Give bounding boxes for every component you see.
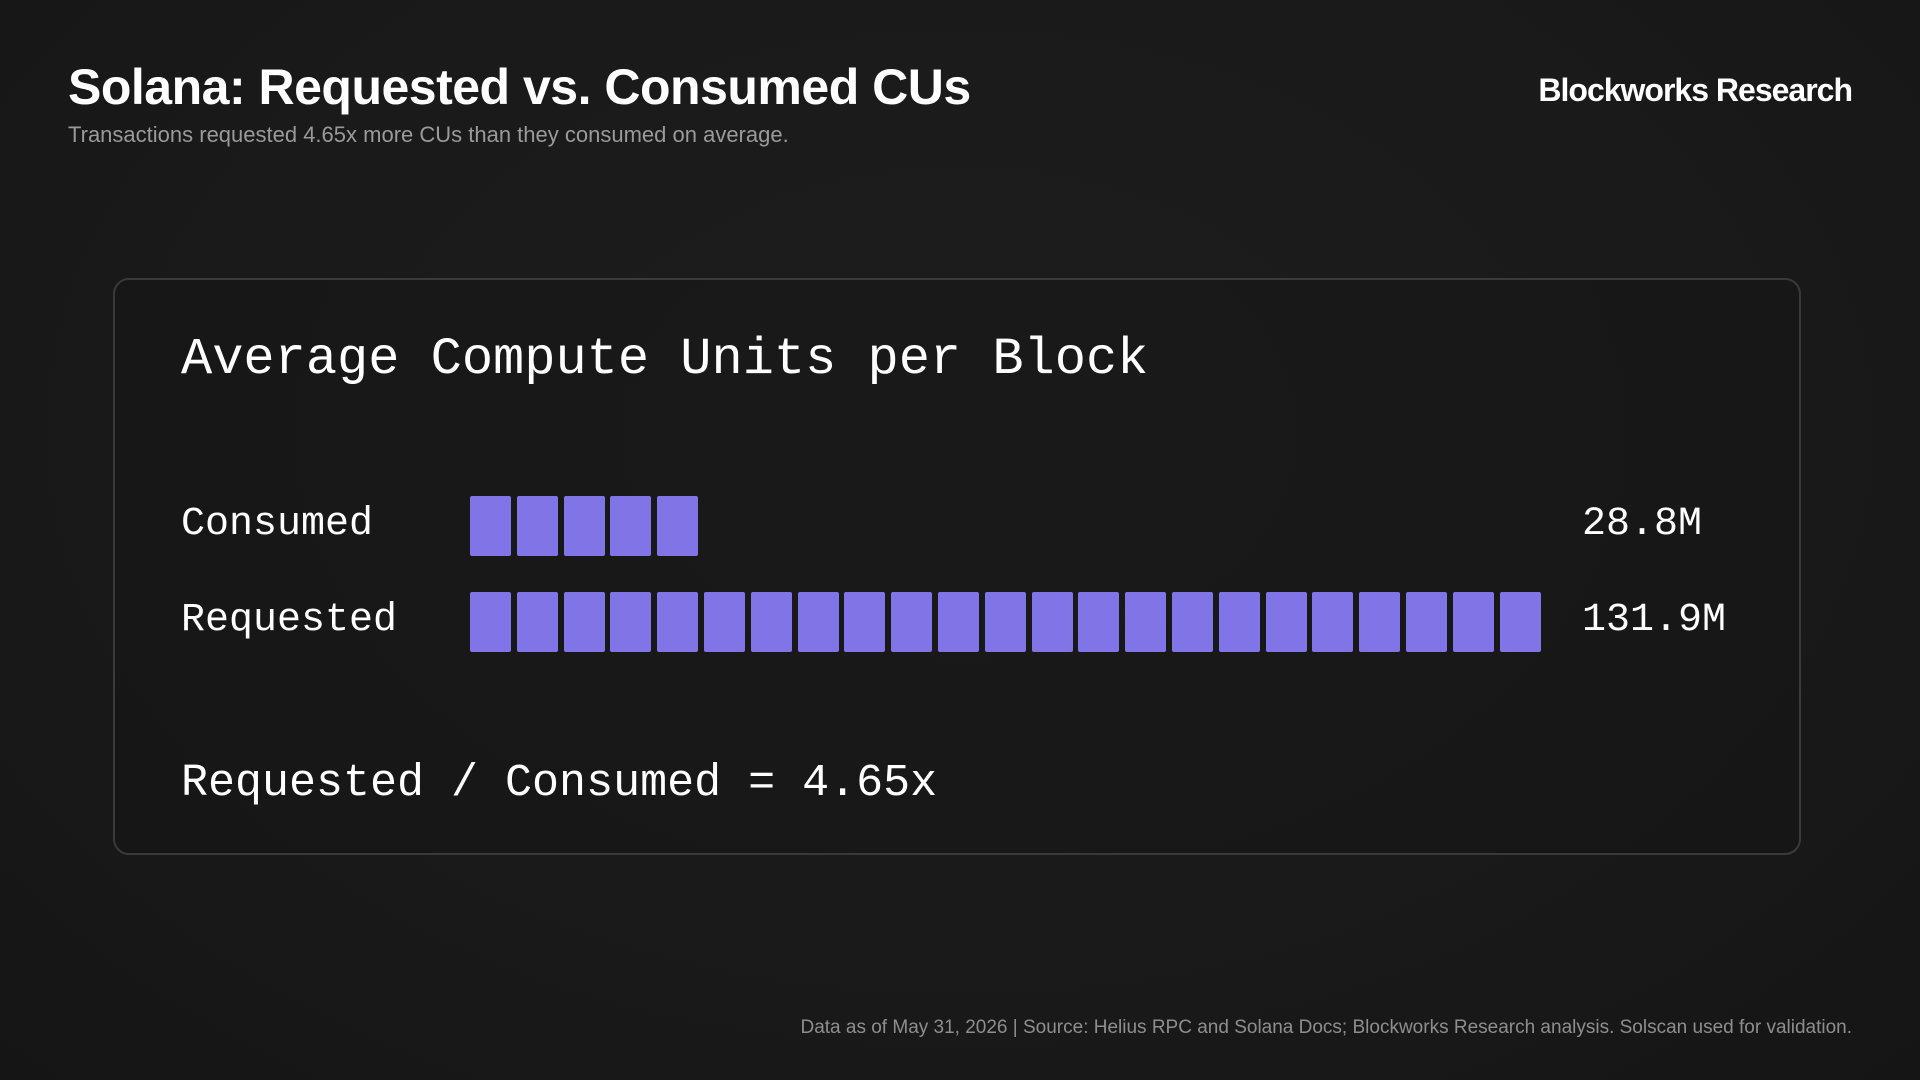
ratio-text: Requested / Consumed = 4.65x xyxy=(181,758,938,809)
requested-bar-block xyxy=(1172,592,1213,652)
footer-source-note: Data as of May 31, 2026 | Source: Helius… xyxy=(800,1017,1852,1038)
requested-label: Requested xyxy=(181,598,398,643)
requested-bar-block xyxy=(657,592,699,652)
consumed-bar-block xyxy=(657,496,699,556)
consumed-bar-block xyxy=(563,496,605,556)
requested-bar-block xyxy=(1359,592,1401,652)
consumed-bar-block xyxy=(516,496,558,556)
requested-bar-block xyxy=(984,592,1026,652)
requested-bar-block xyxy=(516,592,558,652)
requested-bar-block xyxy=(1312,592,1354,652)
requested-bar-block xyxy=(1218,592,1260,652)
consumed-bar-block xyxy=(470,496,511,556)
requested-bar-block xyxy=(1125,592,1167,652)
requested-bar-block xyxy=(610,592,652,652)
consumed-label: Consumed xyxy=(181,502,374,547)
consumed-bar-block xyxy=(610,496,652,556)
requested-bar-block xyxy=(704,592,745,652)
requested-bar-block xyxy=(1265,592,1307,652)
requested-bar-block xyxy=(470,592,511,652)
requested-bar-block xyxy=(1499,592,1541,652)
consumed-value: 28.8M xyxy=(1582,502,1703,547)
requested-bar-block xyxy=(563,592,605,652)
page-subtitle: Transactions requested 4.65x more CUs th… xyxy=(68,122,789,147)
requested-bar-block xyxy=(1406,592,1447,652)
chart-title: Average Compute Units per Block xyxy=(181,330,1149,389)
page-title: Solana: Requested vs. Consumed CUs xyxy=(68,59,971,115)
requested-bar-block xyxy=(844,592,886,652)
requested-value: 131.9M xyxy=(1582,598,1727,643)
requested-bar-block xyxy=(891,592,933,652)
requested-bar-block xyxy=(1031,592,1073,652)
requested-bar-block xyxy=(797,592,839,652)
requested-bar-block xyxy=(938,592,979,652)
requested-bar-block xyxy=(750,592,792,652)
requested-bar-block xyxy=(1078,592,1120,652)
brand-logo: Blockworks Research xyxy=(1538,72,1853,108)
requested-bar-block xyxy=(1452,592,1494,652)
chart-card xyxy=(113,278,1801,855)
